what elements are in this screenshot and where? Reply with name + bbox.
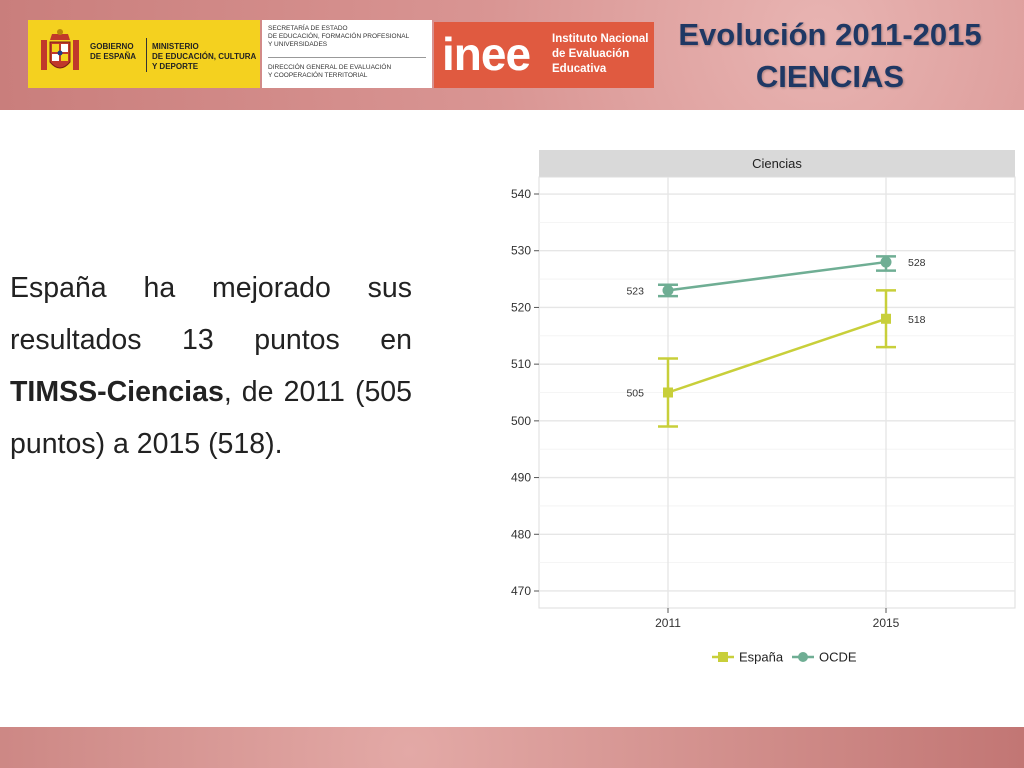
inee-name: Instituto Nacional de Evaluación Educati… (552, 33, 649, 75)
title-line-2: CIENCIAS (755, 59, 905, 94)
data-label-espana: 518 (908, 314, 926, 326)
inee-logo: inee Instituto Nacional de Evaluación Ed… (434, 22, 654, 88)
ciencias-chart: Ciencias 470 480 490 500 510 520 530 540 2011 201… (511, 150, 1016, 665)
inee-wordmark: inee (442, 28, 531, 80)
series-line-ocde (667, 260, 887, 292)
data-label-ocde: 523 (626, 285, 644, 297)
y-tick-label: 490 (511, 471, 531, 485)
data-point-ocde (662, 284, 674, 296)
y-tick-label: 520 (511, 300, 531, 314)
series-layer: 505 518 523 528 (626, 255, 926, 428)
y-tick-label: 500 (511, 414, 531, 428)
data-label-espana: 505 (626, 388, 644, 400)
gobierno-label: GOBIERNO DE ESPAÑA (90, 42, 137, 61)
ministerio-label: MINISTERIO DE EDUCACIÓN, CULTURA Y DEPORTE (152, 42, 257, 71)
gobierno-logo: GOBIERNO DE ESPAÑA MINISTERIO DE EDUCACIÓN… (28, 20, 260, 88)
body-text-bold: TIMSS-Ciencias (10, 376, 224, 408)
axis-layer: 470 480 490 500 510 520 530 540 2011 2015 (511, 187, 900, 630)
y-tick-label: 530 (511, 244, 531, 258)
grid-layer (539, 177, 1015, 608)
y-tick-label: 470 (511, 584, 531, 598)
body-text-part1: España ha mejorado sus resultados 13 pun… (10, 272, 412, 356)
x-tick-label: 2011 (655, 616, 681, 630)
logo-divider (146, 38, 147, 72)
data-label-ocde: 528 (908, 257, 926, 269)
chart-legend: España OCDE (712, 650, 857, 665)
secretaria-label: SECRETARÍA DE ESTADO DE EDUCACIÓN, FORMA… (268, 25, 410, 48)
legend-marker-espana (718, 652, 728, 662)
title-line-1: Evolución 2011-2015 (678, 17, 982, 52)
secretaria-box: SECRETARÍA DE ESTADO DE EDUCACIÓN, FORMA… (262, 20, 432, 88)
body-paragraph: España ha mejorado sus resultados 13 pun… (10, 262, 412, 470)
y-tick-label: 480 (511, 527, 531, 541)
data-point-ocde (880, 256, 892, 268)
chart-title: Ciencias (752, 156, 802, 171)
series-line-espana (667, 317, 887, 394)
coat-of-arms-icon (41, 29, 79, 70)
direccion-label: DIRECCIÓN GENERAL DE EVALUACIÓN Y COOPER… (268, 64, 392, 79)
body-text-part2: , de 2011 (505 puntos) a 2015 (518). (10, 376, 412, 460)
legend-label-espana: España (739, 650, 784, 665)
secretaria-divider (268, 57, 426, 58)
legend-label-ocde: OCDE (819, 650, 857, 665)
series-espana: 505 518 (626, 289, 926, 428)
facet-strip (539, 150, 1015, 177)
legend-marker-ocde (798, 652, 808, 662)
series-ocde: 523 528 (626, 255, 926, 297)
slide-title: Evolución 2011-2015 CIENCIAS (650, 14, 1010, 98)
y-tick-label: 540 (511, 187, 531, 201)
x-tick-label: 2015 (873, 616, 900, 630)
footer-band (0, 727, 1024, 768)
y-tick-label: 510 (511, 357, 531, 371)
data-point-espana (881, 313, 891, 324)
data-point-espana (663, 387, 673, 398)
